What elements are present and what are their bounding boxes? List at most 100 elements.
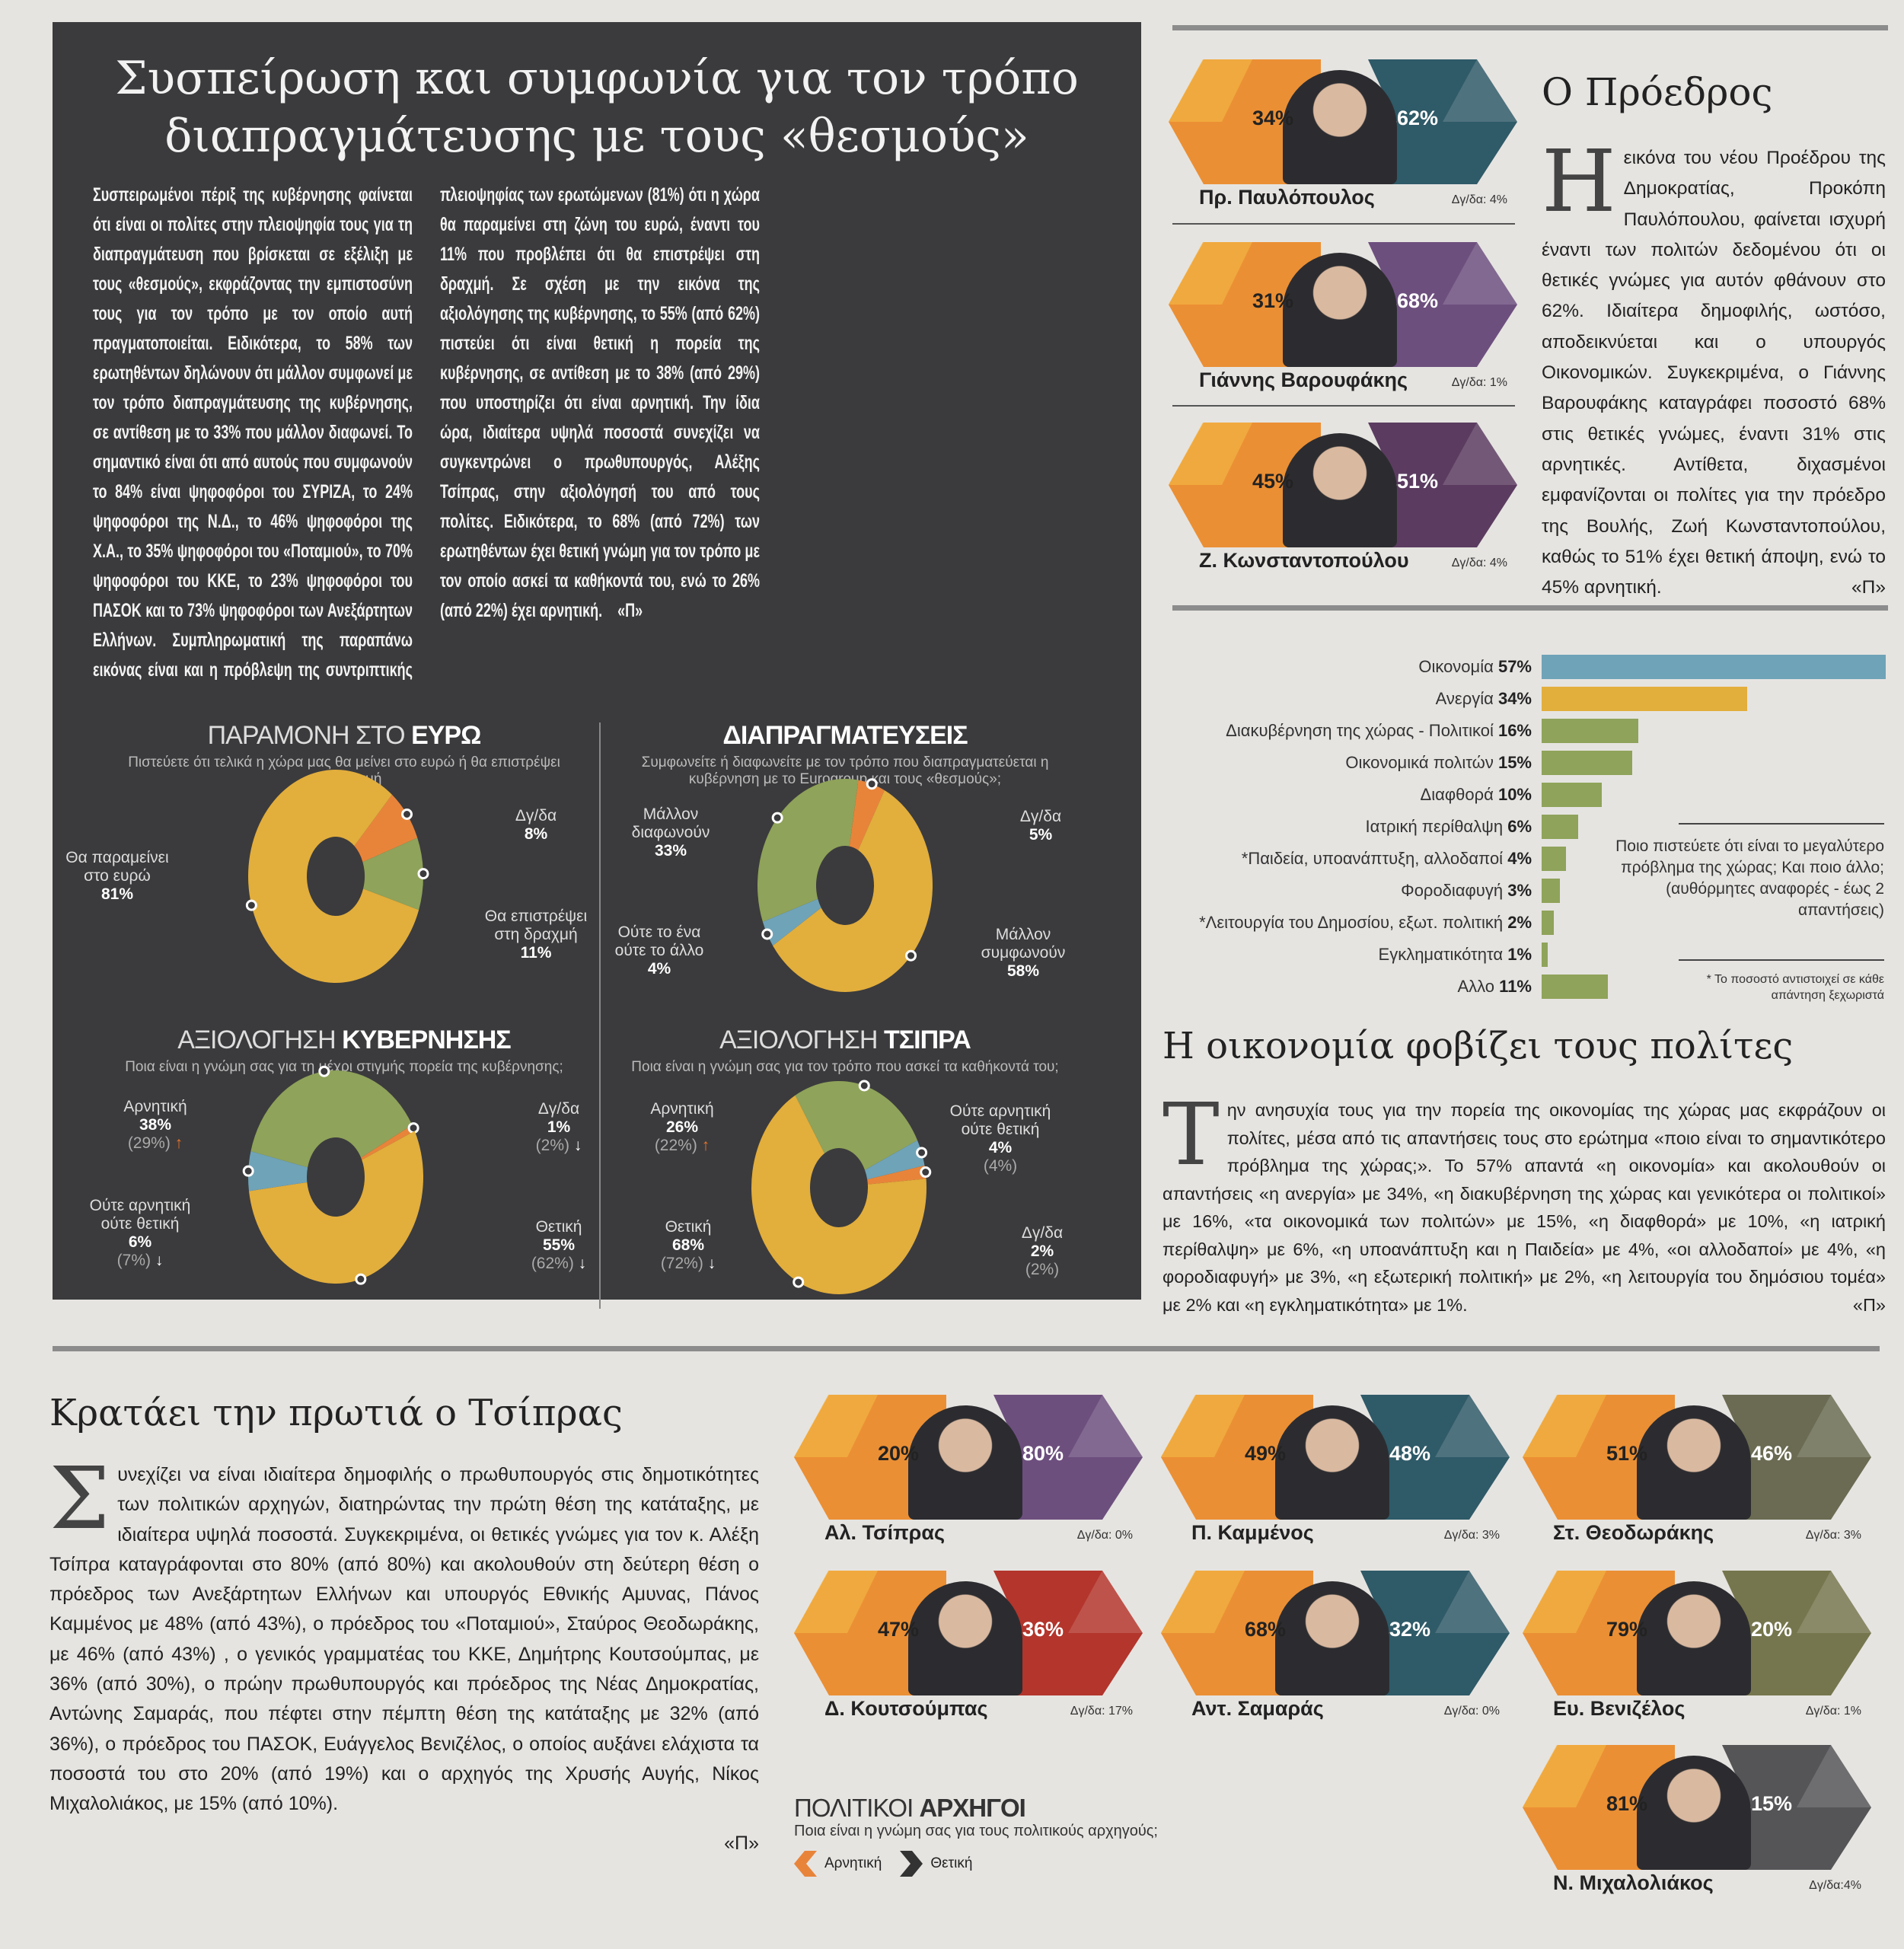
author-sign: «Π» <box>724 1832 759 1854</box>
hexagon-facet <box>1068 1571 1143 1633</box>
negative-chevron-icon <box>794 1851 817 1877</box>
hexagon-facet <box>1523 1745 1606 1807</box>
leader-name: Αντ. Σαμαράς <box>1191 1697 1324 1720</box>
donut-slice <box>354 794 418 863</box>
slice-label: Ούτε αρνητική ούτε θετική 4% (4%) <box>943 1102 1057 1175</box>
donut-title: ΔΙΑΠΡΑΓΜΑΤΕΥΣΕΙΣ <box>594 721 1096 751</box>
donut-slice <box>849 780 885 850</box>
donut-slice <box>248 1151 308 1191</box>
bar <box>1542 974 1609 999</box>
donut-subtitle: Ποια είναι η γνώμη σας για τη μέχρι στιγ… <box>125 1059 563 1075</box>
slice-name: Δγ/δα <box>1021 1224 1064 1242</box>
bar-row: Διακυβέρνηση της χώρας - Πολιτικοί 16% <box>1142 718 1903 744</box>
bar-label: Φοροδιαφυγή 3% <box>1401 878 1532 904</box>
positive-percent: 62% <box>1397 107 1439 129</box>
hexagon-facet <box>1443 242 1517 305</box>
positive-percent: 51% <box>1397 470 1439 493</box>
negative-percent: 49% <box>1245 1442 1287 1465</box>
positive-chevron-icon <box>900 1851 923 1877</box>
donut-slice <box>361 1124 415 1160</box>
poll-panel: Συσπείρωση και συμφωνία για τον τρόπο δι… <box>53 22 1141 1309</box>
bar-label: Εγκληματικότητα 1% <box>1379 942 1532 968</box>
bar-row: Διαφθορά 10% <box>1142 782 1903 808</box>
positive-hexagon <box>1722 1395 1871 1520</box>
bar-value: 10% <box>1497 785 1532 804</box>
no-answer-percent: Δγ/δα: 0% <box>1076 1529 1133 1542</box>
donut-title: ΑΞΙΟΛΟΓΗΣΗ ΤΣΙΠΡΑ <box>594 1026 1096 1055</box>
hexagon-facet <box>1523 1571 1606 1633</box>
donut-title: ΑΞΙΟΛΟΓΗΣΗ ΚΥΒΕΡΝΗΣΗΣ <box>93 1026 595 1055</box>
article-text: εικόνα του νέου Προέδρου της Δημοκρατίας… <box>1542 148 1886 598</box>
donut-chart <box>751 1080 932 1294</box>
slice-marker <box>245 899 257 911</box>
positive-hexagon <box>1360 1571 1510 1695</box>
slice-marker <box>761 928 773 940</box>
negative-percent: 47% <box>878 1618 920 1641</box>
hexagon-facet <box>1169 59 1252 122</box>
slice-value: 5% <box>1029 826 1053 844</box>
slice-value: 1% <box>547 1118 571 1136</box>
arrow-up-icon: ↑ <box>170 1134 183 1152</box>
leader-photo <box>908 1581 1022 1695</box>
hexagon-facet <box>1797 1745 1871 1807</box>
bar-row: Ανεργία 34% <box>1142 686 1903 712</box>
bar-value: 6% <box>1507 817 1532 836</box>
negative-percent: 31% <box>1252 289 1294 312</box>
leader-name: Στ. Θεοδωράκης <box>1553 1521 1714 1544</box>
slice-value: 11% <box>520 944 552 962</box>
slice-value: 68% <box>671 1236 705 1254</box>
positive-percent: 20% <box>1751 1618 1793 1641</box>
hexagon-facet <box>794 1571 878 1633</box>
slice-value: 8% <box>524 825 548 843</box>
positive-percent: 48% <box>1389 1442 1431 1465</box>
title-bold: ΚΥΒΕΡΝΗΣΗΣ <box>342 1026 512 1054</box>
note-rule <box>1679 823 1884 825</box>
slice-name: Ούτε το ένα ούτε το άλλο <box>614 923 704 959</box>
section-rule <box>1172 25 1888 30</box>
article-text: Συσπειρωμένοι πέριξ της κυβέρνησης φαίνε… <box>93 184 760 681</box>
leader-photo <box>908 1405 1022 1520</box>
slice-previous: (7%) ↓ <box>83 1252 197 1270</box>
bar <box>1542 687 1747 711</box>
slice-marker <box>417 868 429 880</box>
bar-chart-question: Ποιο πιστεύετε ότι είναι το μεγαλύτερο π… <box>1615 837 1884 919</box>
slice-previous: (72%) ↓ <box>631 1255 745 1273</box>
slice-marker <box>866 778 878 790</box>
bar-label: Οικονομικά πολιτών 15% <box>1345 750 1532 776</box>
donut-slice <box>250 1070 413 1168</box>
leader-name: Ν. Μιχαλολιάκος <box>1553 1871 1714 1894</box>
no-answer-percent: Δγ/δα: 0% <box>1443 1705 1500 1718</box>
bar-row: Φοροδιαφυγή 3% <box>1142 878 1903 904</box>
bar-row: *Λειτουργία του Δημοσίου, εξωτ. πολιτική… <box>1142 910 1903 936</box>
leader-photo <box>1275 1581 1389 1695</box>
positive-percent: 15% <box>1751 1792 1793 1815</box>
slice-name: Μάλλον διαφωνούν <box>631 805 710 841</box>
leaders-legend: ΠΟΛΙΤΙΚΟΙ ΑΡΧΗΓΟΙ Ποια είναι η γνώμη σας… <box>794 1794 1158 1877</box>
leader-name: Δ. Κουτσούμπας <box>824 1697 988 1720</box>
slice-marker <box>916 1147 928 1159</box>
leader-name: Πρ. Παυλόπουλος <box>1199 186 1375 209</box>
bar-row: Ιατρική περίθαλψη 6% <box>1142 814 1903 840</box>
donut-slice <box>865 1140 925 1180</box>
leader-card: 68% 32% Αντ. Σαμαράς Δγ/δα: 0% <box>1161 1571 1515 1732</box>
headline-line-2: διαπραγμάτευσης με τους «θεσμούς» <box>164 110 1029 163</box>
slice-previous: (62%) ↓ <box>502 1255 616 1273</box>
bar-category: Ανεργία <box>1435 689 1494 708</box>
bar-value: 16% <box>1497 721 1532 740</box>
no-answer-percent: Δγ/δα: 17% <box>1070 1705 1133 1718</box>
bar-label: Διαφθορά 10% <box>1421 782 1532 808</box>
donut-slice <box>867 1165 926 1185</box>
hexagon-facet <box>794 1395 878 1457</box>
slice-previous: (4%) <box>943 1157 1057 1175</box>
president-title: Ο Πρόεδρος <box>1542 70 1773 114</box>
bar-chart-footnote: * Το ποσοστό αντιστοιχεί σε κάθε απάντησ… <box>1706 973 1884 1002</box>
slice-label: Δγ/δα 5% <box>984 808 1098 844</box>
hexagon-facet <box>1435 1571 1510 1633</box>
bar-label: Διακυβέρνηση της χώρας - Πολιτικοί 16% <box>1226 718 1532 744</box>
positive-hexagon <box>1368 242 1517 367</box>
donut-slice <box>249 1131 423 1284</box>
bar-value: 1% <box>1507 945 1532 964</box>
donut-title: ΠΑΡΑΜΟΝΗ ΣΤΟ ΕΥΡΩ <box>93 721 595 751</box>
slice-value: 55% <box>542 1236 576 1254</box>
slice-marker <box>355 1273 367 1285</box>
